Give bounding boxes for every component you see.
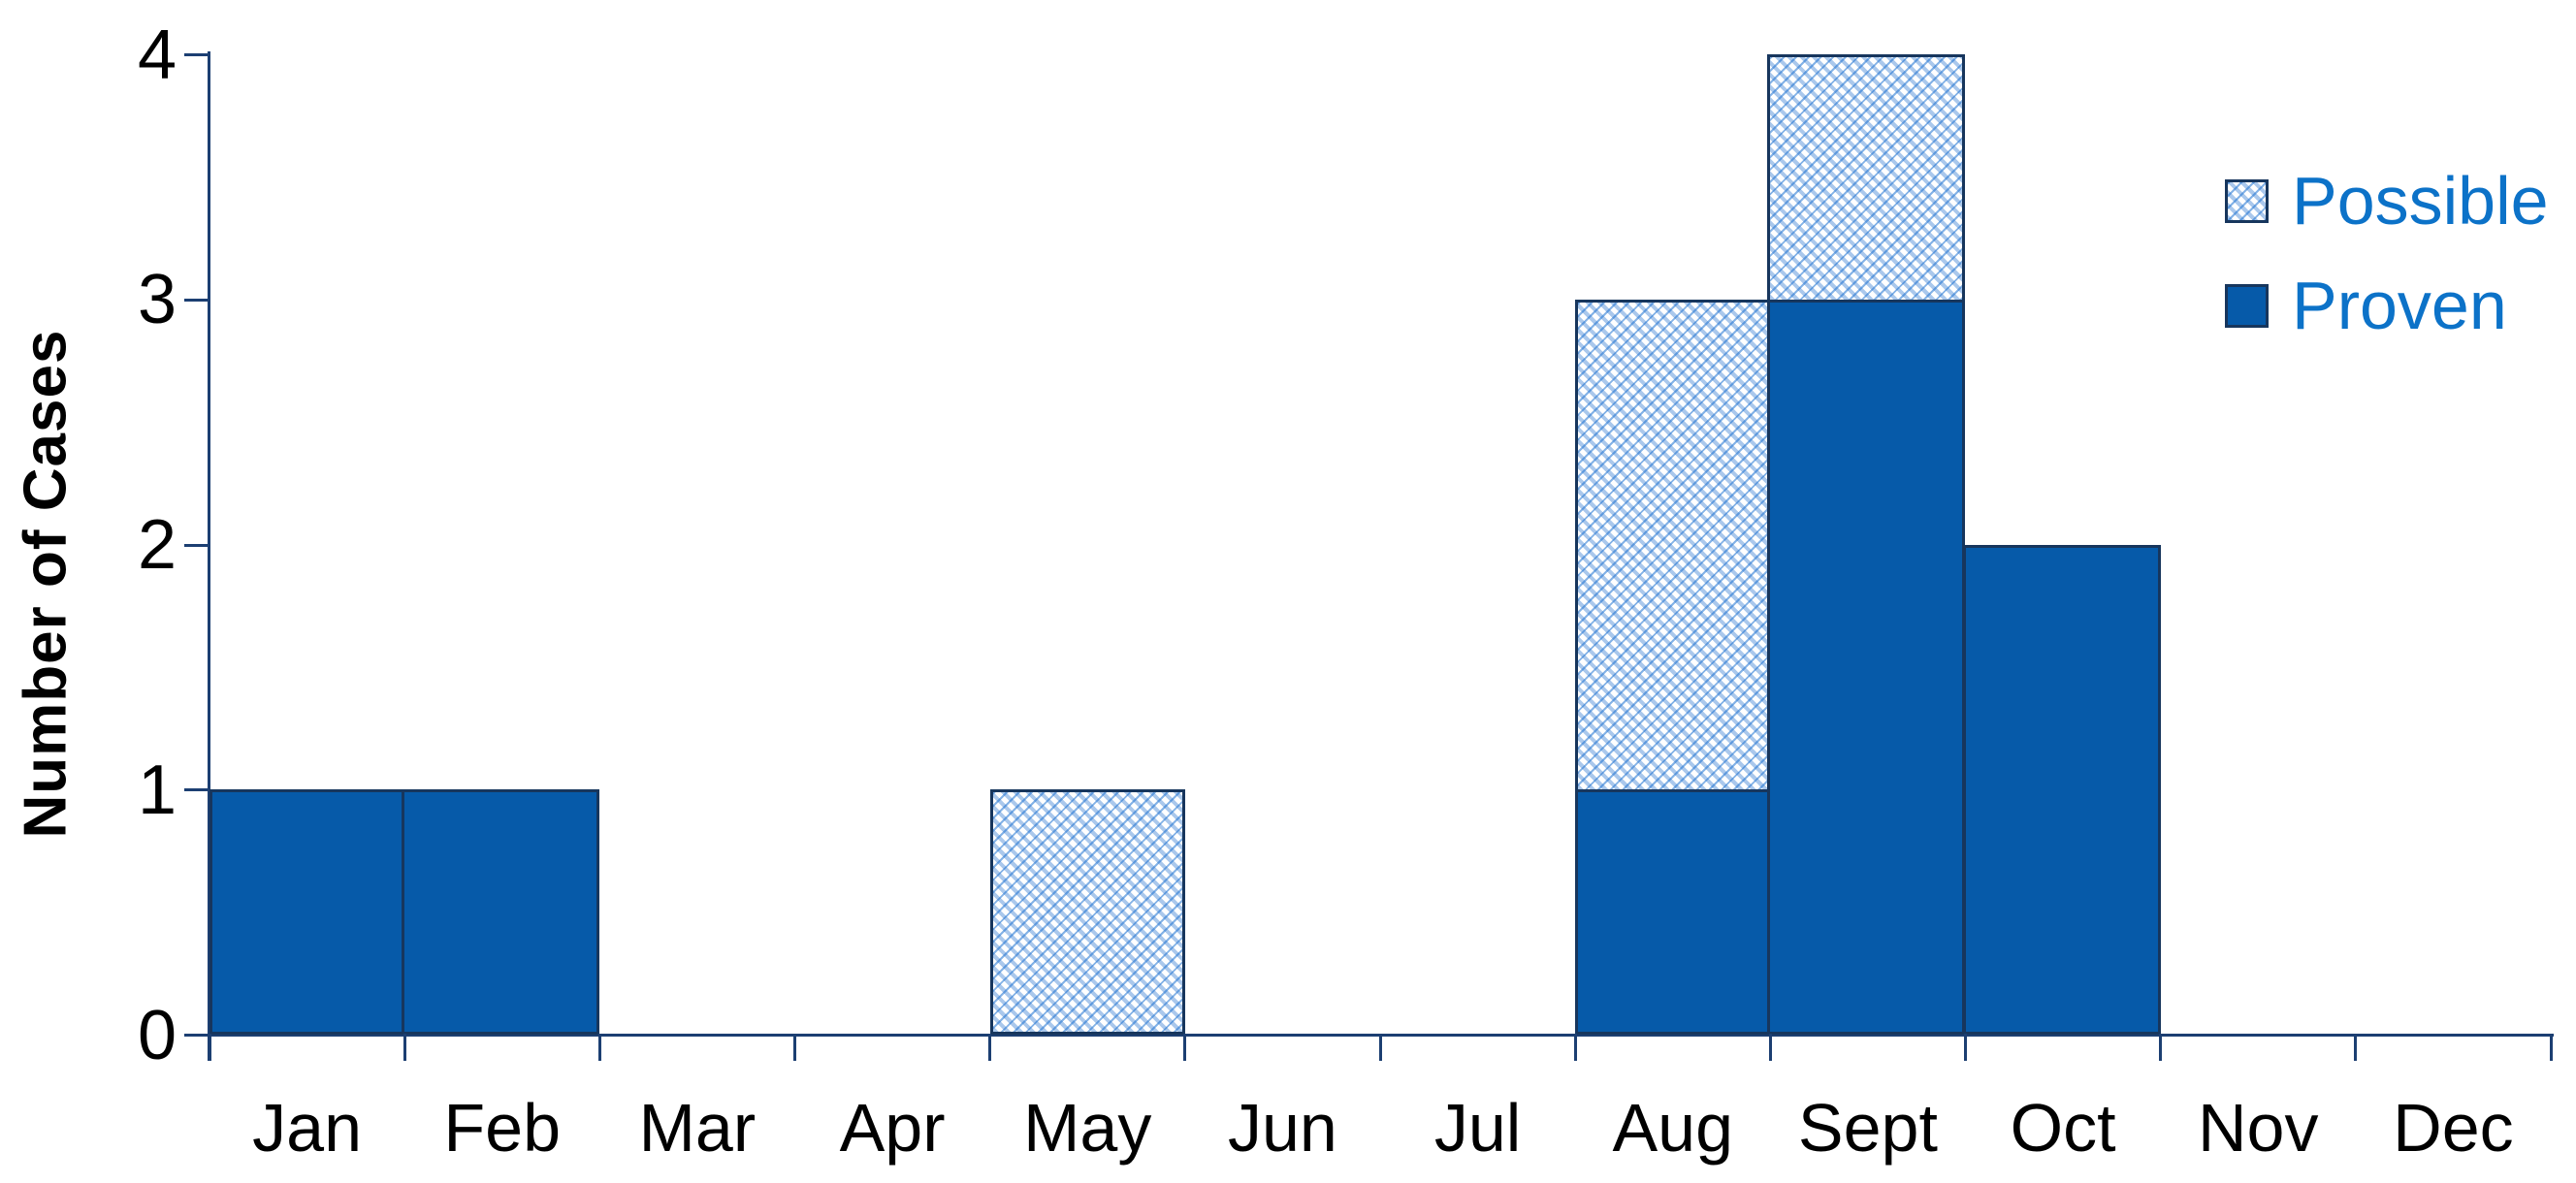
x-tick-label-dec: Dec	[2393, 1090, 2514, 1166]
legend-label-possible: Possible	[2292, 163, 2549, 239]
y-tick-label-0: 0	[137, 996, 177, 1074]
x-tick-label-jan: Jan	[252, 1090, 363, 1166]
x-tick-label-sept: Sept	[1797, 1090, 1938, 1166]
bar-aug-possible	[1575, 299, 1771, 793]
x-tick-label-jun: Jun	[1227, 1090, 1337, 1166]
bar-sept-possible	[1767, 54, 1966, 303]
bar-aug-proven	[1575, 789, 1771, 1035]
x-tick-3	[793, 1034, 796, 1061]
y-tick-label-1: 1	[137, 751, 177, 829]
x-tick-11	[2354, 1034, 2358, 1061]
bar-jan-proven	[209, 789, 405, 1035]
x-tick-label-mar: Mar	[638, 1090, 757, 1166]
x-tick-10	[2159, 1034, 2163, 1061]
y-tick-label-4: 4	[137, 16, 177, 94]
y-tick-1	[184, 788, 209, 792]
x-tick-label-jul: Jul	[1433, 1090, 1522, 1166]
x-tick-label-oct: Oct	[2010, 1090, 2116, 1166]
legend-swatch-proven-solid-icon	[2225, 283, 2269, 328]
y-tick-label-3: 3	[137, 261, 177, 339]
x-tick-5	[1183, 1034, 1187, 1061]
legend-swatch-possible-hatched-icon	[2225, 178, 2269, 223]
bar-may-possible	[989, 789, 1185, 1035]
x-tick-7	[1573, 1034, 1577, 1061]
x-tick-label-may: May	[1023, 1090, 1152, 1166]
x-tick-label-aug: Aug	[1612, 1090, 1734, 1166]
x-tick-label-apr: Apr	[839, 1090, 946, 1166]
x-tick-12	[2549, 1034, 2553, 1061]
x-tick-label-feb: Feb	[443, 1090, 562, 1166]
y-tick-label-2: 2	[137, 506, 177, 584]
legend: Possible Proven	[2225, 163, 2549, 343]
y-axis-line	[208, 51, 210, 1061]
bar-oct-proven	[1962, 544, 2161, 1035]
y-tick-0	[184, 1034, 209, 1037]
bar-sept-proven	[1767, 299, 1966, 1035]
x-tick-6	[1378, 1034, 1382, 1061]
x-tick-1	[402, 1034, 406, 1061]
x-tick-9	[1964, 1034, 1967, 1061]
legend-item-possible: Possible	[2225, 163, 2549, 239]
x-tick-label-nov: Nov	[2197, 1090, 2319, 1166]
y-tick-2	[184, 543, 209, 547]
x-tick-0	[208, 1034, 211, 1061]
x-tick-4	[988, 1034, 992, 1061]
y-tick-3	[184, 298, 209, 302]
legend-item-proven: Proven	[2225, 268, 2549, 343]
y-tick-4	[184, 53, 209, 56]
legend-label-proven: Proven	[2292, 268, 2507, 343]
x-tick-2	[597, 1034, 601, 1061]
plot-area	[209, 54, 2551, 1035]
x-tick-8	[1768, 1034, 1772, 1061]
bar-feb-proven	[402, 789, 600, 1035]
